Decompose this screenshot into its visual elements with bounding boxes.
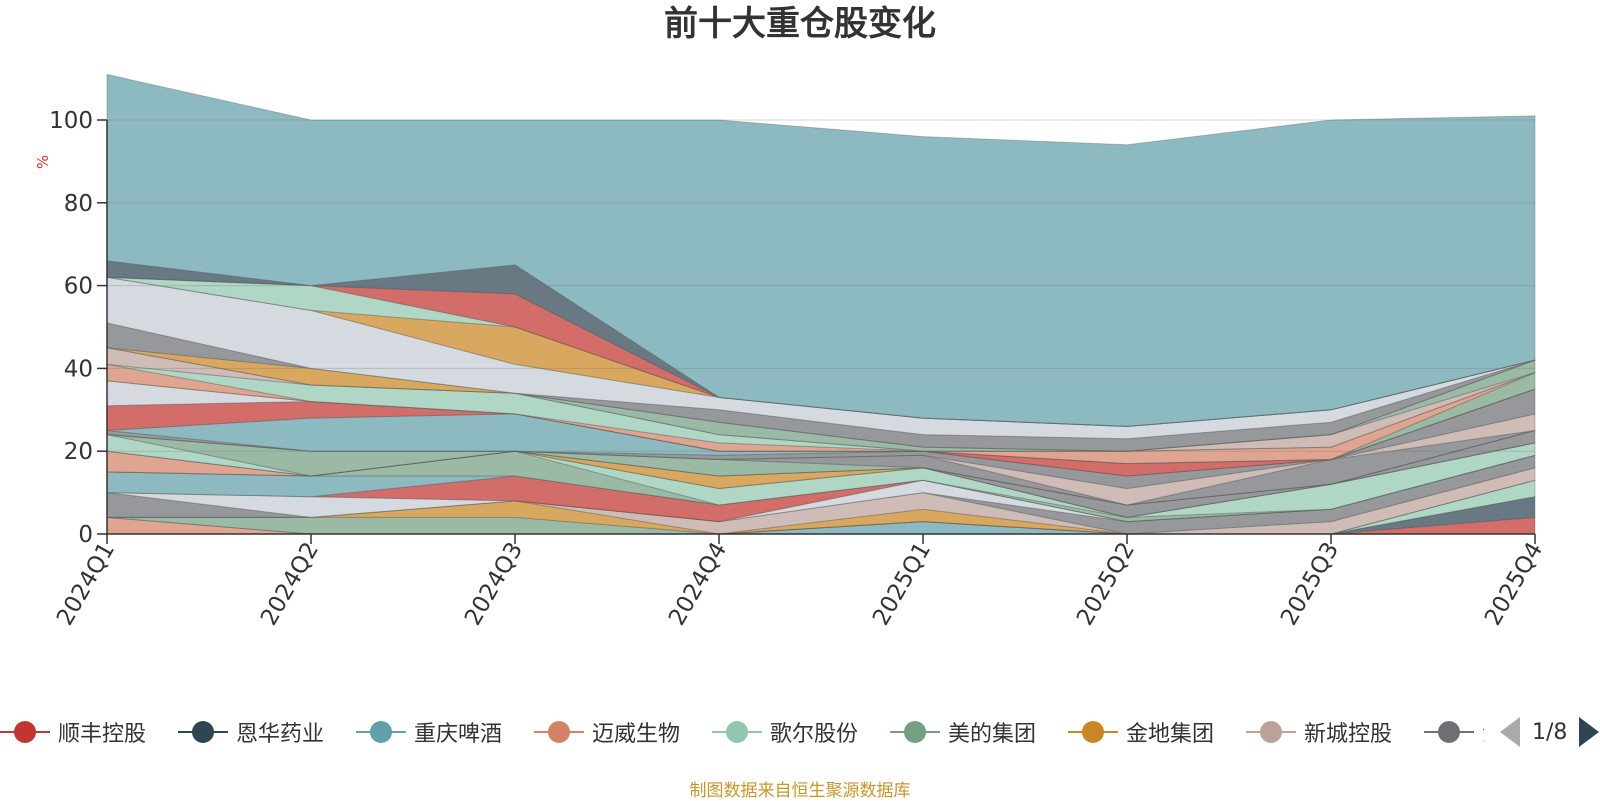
legend-item[interactable]: 美的集团 — [890, 712, 1036, 752]
x-tick-label: 2024Q1 — [52, 538, 120, 630]
x-tick-label: 2025Q2 — [1072, 538, 1140, 630]
legend-item[interactable]: 新城控股 — [1246, 712, 1392, 752]
legend-item[interactable]: 恩华药业 — [178, 712, 324, 752]
y-tick-label: 0 — [78, 522, 93, 548]
x-tick-label: 2025Q1 — [868, 538, 936, 630]
legend-symbol-icon — [534, 712, 584, 752]
legend-label: 美的集团 — [948, 722, 1037, 747]
area-series-38 — [106, 73, 1536, 427]
legend-prev-page-icon[interactable] — [1500, 717, 1520, 747]
y-axis-label: % — [34, 155, 52, 169]
legend-page-indicator: 1/8 — [1532, 719, 1568, 745]
legend-label: 迈威生物 — [592, 722, 681, 747]
x-tick-label: 2024Q4 — [664, 538, 732, 630]
y-tick-label: 40 — [64, 356, 93, 382]
legend-label: 歌尔股份 — [770, 722, 859, 747]
y-tick-label: 80 — [64, 191, 93, 217]
gridlines — [107, 119, 1535, 452]
x-tick-label: 2025Q3 — [1276, 538, 1344, 630]
legend-label: 洋河股份 — [1482, 716, 1484, 748]
y-tick-label: 20 — [64, 439, 93, 465]
legend-symbol-icon — [1246, 712, 1296, 752]
legend-item[interactable]: 金地集团 — [1068, 712, 1214, 752]
legend-symbol-icon — [1068, 712, 1118, 752]
legend-items: 顺丰控股 恩华药业 重庆啤酒 迈威生物 歌尔股份 美的集团 金地集团 新城控股 洋河股份 — [0, 712, 1484, 752]
legend-item[interactable]: 顺丰控股 — [0, 712, 146, 752]
legend-symbol-icon — [712, 712, 762, 752]
legend-symbol-icon — [178, 712, 228, 752]
legend-label: 金地集团 — [1126, 722, 1215, 747]
area-series-33 — [106, 276, 1536, 440]
legend-item[interactable]: 重庆啤酒 — [356, 712, 502, 752]
x-tick-label: 2024Q2 — [256, 538, 324, 630]
legend-label: 新城控股 — [1304, 722, 1393, 747]
legend-item[interactable]: 洋河股份 — [1424, 712, 1484, 752]
area-series-8 — [107, 467, 1536, 535]
x-tick-label: 2025Q4 — [1480, 538, 1548, 630]
source-note: 制图数据来自恒生聚源数据库 — [689, 781, 911, 801]
legend-label: 重庆啤酒 — [414, 722, 503, 747]
legend-symbol-icon — [0, 712, 50, 752]
legend-pager: 1/8 — [1500, 712, 1600, 752]
legend-next-page-icon[interactable] — [1579, 717, 1600, 747]
legend-symbol-icon — [1424, 712, 1474, 752]
legend-symbol-icon — [356, 712, 406, 752]
x-tick-label: 2024Q3 — [460, 538, 528, 630]
legend: 顺丰控股 恩华药业 重庆啤酒 迈威生物 歌尔股份 美的集团 金地集团 新城控股 洋河股份 1/8 — [0, 712, 1600, 752]
legend-label: 恩华药业 — [236, 722, 325, 747]
y-tick-label: 60 — [64, 274, 93, 300]
y-tick-label: 100 — [49, 108, 93, 134]
plot-areas — [106, 73, 1536, 535]
chart-title: 前十大重仓股变化 — [664, 4, 936, 44]
legend-symbol-icon — [890, 712, 940, 752]
legend-item[interactable]: 歌尔股份 — [712, 712, 858, 752]
legend-label: 顺丰控股 — [58, 722, 147, 747]
legend-item[interactable]: 迈威生物 — [534, 712, 680, 752]
chart-canvas: 0 20 40 60 80 100% 2024Q1 2024Q2 2024Q3 2024Q4 202… — [34, 73, 1548, 630]
